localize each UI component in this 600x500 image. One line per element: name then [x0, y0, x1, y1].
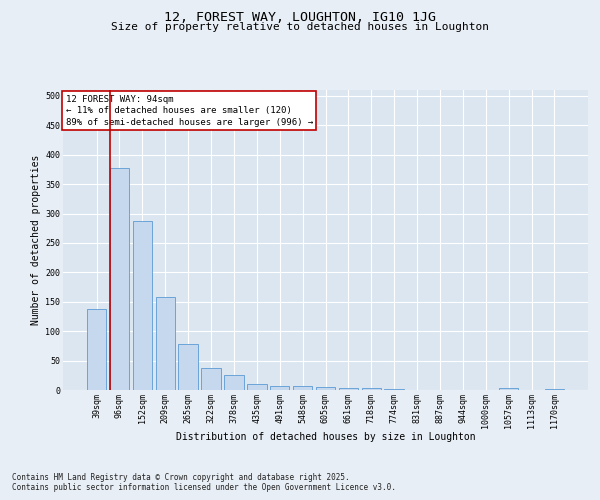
- Bar: [110, 168, 129, 390]
- Bar: [178, 344, 198, 390]
- Y-axis label: Number of detached properties: Number of detached properties: [31, 155, 41, 325]
- Text: 12, FOREST WAY, LOUGHTON, IG10 1JG: 12, FOREST WAY, LOUGHTON, IG10 1JG: [164, 11, 436, 24]
- Bar: [293, 386, 313, 390]
- Bar: [224, 374, 244, 390]
- Bar: [133, 220, 152, 390]
- Text: Size of property relative to detached houses in Loughton: Size of property relative to detached ho…: [111, 22, 489, 32]
- Bar: [316, 387, 335, 390]
- Bar: [87, 309, 106, 390]
- Bar: [545, 389, 564, 390]
- Bar: [338, 388, 358, 390]
- Text: 12 FOREST WAY: 94sqm
← 11% of detached houses are smaller (120)
89% of semi-deta: 12 FOREST WAY: 94sqm ← 11% of detached h…: [65, 94, 313, 127]
- Bar: [270, 386, 289, 390]
- X-axis label: Distribution of detached houses by size in Loughton: Distribution of detached houses by size …: [176, 432, 475, 442]
- Bar: [362, 388, 381, 390]
- Bar: [155, 297, 175, 390]
- Bar: [499, 388, 518, 390]
- Bar: [202, 368, 221, 390]
- Text: Contains HM Land Registry data © Crown copyright and database right 2025.
Contai: Contains HM Land Registry data © Crown c…: [12, 473, 396, 492]
- Bar: [247, 384, 266, 390]
